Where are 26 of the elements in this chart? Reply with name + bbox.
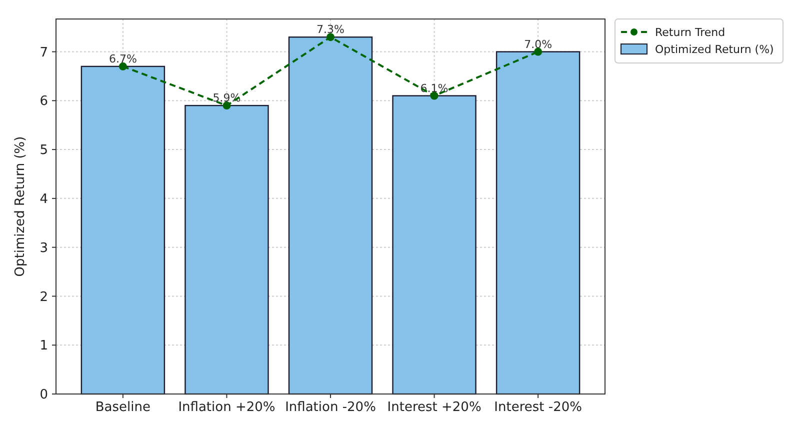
- x-tick-label: Inflation -20%: [285, 400, 376, 415]
- point: [326, 33, 334, 42]
- x-tick-label: Inflation +20%: [178, 400, 276, 415]
- y-tick-label: 4: [40, 192, 48, 207]
- x-tick-label: Baseline: [95, 400, 150, 415]
- y-axis-title: Optimized Return (%): [13, 136, 28, 277]
- data-label: 6.7%: [108, 52, 137, 66]
- bar: [392, 95, 476, 395]
- y-tick-label: 5: [40, 143, 48, 158]
- legend-label: Optimized Return (%): [655, 42, 774, 56]
- data-label: 7.0%: [524, 38, 552, 51]
- legend-label: Return Trend: [655, 26, 726, 39]
- y-tick-label: 0: [40, 388, 48, 403]
- y-tick-label: 2: [40, 290, 48, 305]
- x-tick-label: Interest -20%: [494, 400, 582, 415]
- y-tick-label: 7: [40, 45, 48, 60]
- point: [222, 102, 231, 110]
- bar: [184, 104, 269, 395]
- y-tick-label: 3: [40, 240, 48, 256]
- y-tick-label: 6: [40, 94, 48, 110]
- bar: [288, 36, 373, 395]
- y-tick-label: 1: [40, 338, 48, 354]
- data-label: 7.3%: [316, 23, 344, 36]
- x-tick-label: Interest +20%: [387, 400, 482, 415]
- bar: [80, 66, 166, 395]
- bar: [496, 51, 580, 395]
